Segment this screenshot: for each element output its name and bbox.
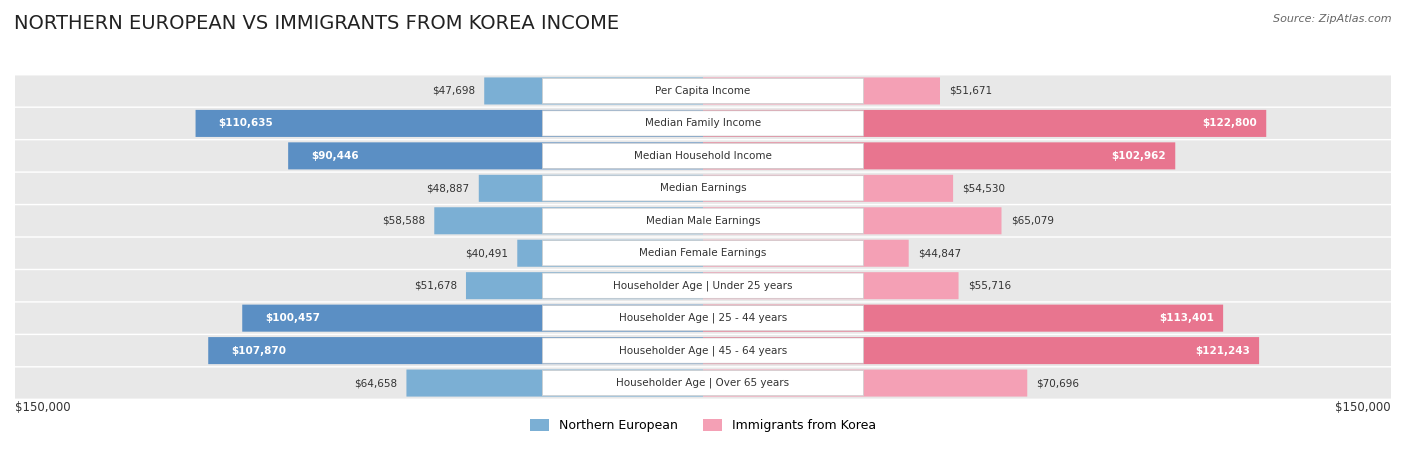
Text: $122,800: $122,800 — [1202, 119, 1257, 128]
Text: $40,491: $40,491 — [465, 248, 508, 258]
FancyBboxPatch shape — [15, 270, 1391, 301]
FancyBboxPatch shape — [703, 304, 1223, 332]
FancyBboxPatch shape — [406, 369, 703, 396]
Text: $58,588: $58,588 — [382, 216, 425, 226]
Text: $64,658: $64,658 — [354, 378, 398, 388]
Text: $100,457: $100,457 — [266, 313, 321, 323]
Text: $90,446: $90,446 — [311, 151, 359, 161]
FancyBboxPatch shape — [703, 240, 908, 267]
Text: Householder Age | 25 - 44 years: Householder Age | 25 - 44 years — [619, 313, 787, 324]
Text: Householder Age | 45 - 64 years: Householder Age | 45 - 64 years — [619, 346, 787, 356]
Text: Per Capita Income: Per Capita Income — [655, 86, 751, 96]
FancyBboxPatch shape — [15, 141, 1391, 171]
Text: $150,000: $150,000 — [15, 401, 70, 414]
FancyBboxPatch shape — [242, 304, 703, 332]
Text: Median Male Earnings: Median Male Earnings — [645, 216, 761, 226]
Text: $47,698: $47,698 — [432, 86, 475, 96]
Text: $102,962: $102,962 — [1112, 151, 1166, 161]
FancyBboxPatch shape — [543, 338, 863, 363]
Text: $150,000: $150,000 — [1336, 401, 1391, 414]
Text: $51,671: $51,671 — [949, 86, 993, 96]
FancyBboxPatch shape — [703, 207, 1001, 234]
Text: $51,678: $51,678 — [413, 281, 457, 290]
FancyBboxPatch shape — [15, 76, 1391, 106]
FancyBboxPatch shape — [703, 272, 959, 299]
FancyBboxPatch shape — [15, 205, 1391, 236]
Legend: Northern European, Immigrants from Korea: Northern European, Immigrants from Korea — [526, 414, 880, 437]
Text: $65,079: $65,079 — [1011, 216, 1053, 226]
FancyBboxPatch shape — [703, 337, 1260, 364]
FancyBboxPatch shape — [703, 142, 1175, 170]
FancyBboxPatch shape — [15, 173, 1391, 204]
FancyBboxPatch shape — [543, 143, 863, 169]
Text: $121,243: $121,243 — [1195, 346, 1250, 355]
FancyBboxPatch shape — [195, 110, 703, 137]
Text: $113,401: $113,401 — [1159, 313, 1213, 323]
Text: $54,530: $54,530 — [962, 184, 1005, 193]
FancyBboxPatch shape — [703, 369, 1028, 396]
Text: Median Family Income: Median Family Income — [645, 119, 761, 128]
FancyBboxPatch shape — [208, 337, 703, 364]
Text: $48,887: $48,887 — [426, 184, 470, 193]
FancyBboxPatch shape — [15, 368, 1391, 398]
FancyBboxPatch shape — [703, 110, 1267, 137]
FancyBboxPatch shape — [543, 305, 863, 331]
Text: Source: ZipAtlas.com: Source: ZipAtlas.com — [1274, 14, 1392, 24]
FancyBboxPatch shape — [434, 207, 703, 234]
Text: Median Household Income: Median Household Income — [634, 151, 772, 161]
FancyBboxPatch shape — [465, 272, 703, 299]
FancyBboxPatch shape — [543, 370, 863, 396]
FancyBboxPatch shape — [15, 335, 1391, 366]
FancyBboxPatch shape — [543, 208, 863, 234]
Text: $107,870: $107,870 — [231, 346, 287, 355]
FancyBboxPatch shape — [543, 176, 863, 201]
FancyBboxPatch shape — [15, 238, 1391, 269]
Text: $110,635: $110,635 — [218, 119, 273, 128]
FancyBboxPatch shape — [543, 78, 863, 104]
Text: NORTHERN EUROPEAN VS IMMIGRANTS FROM KOREA INCOME: NORTHERN EUROPEAN VS IMMIGRANTS FROM KOR… — [14, 14, 619, 33]
FancyBboxPatch shape — [517, 240, 703, 267]
FancyBboxPatch shape — [703, 78, 941, 105]
Text: Householder Age | Under 25 years: Householder Age | Under 25 years — [613, 281, 793, 291]
Text: $44,847: $44,847 — [918, 248, 960, 258]
FancyBboxPatch shape — [479, 175, 703, 202]
FancyBboxPatch shape — [484, 78, 703, 105]
FancyBboxPatch shape — [15, 303, 1391, 333]
Text: $55,716: $55,716 — [967, 281, 1011, 290]
FancyBboxPatch shape — [288, 142, 703, 170]
Text: Householder Age | Over 65 years: Householder Age | Over 65 years — [616, 378, 790, 388]
FancyBboxPatch shape — [15, 108, 1391, 139]
Text: Median Female Earnings: Median Female Earnings — [640, 248, 766, 258]
Text: $70,696: $70,696 — [1036, 378, 1080, 388]
FancyBboxPatch shape — [543, 273, 863, 298]
FancyBboxPatch shape — [543, 241, 863, 266]
Text: Median Earnings: Median Earnings — [659, 184, 747, 193]
FancyBboxPatch shape — [703, 175, 953, 202]
FancyBboxPatch shape — [543, 111, 863, 136]
